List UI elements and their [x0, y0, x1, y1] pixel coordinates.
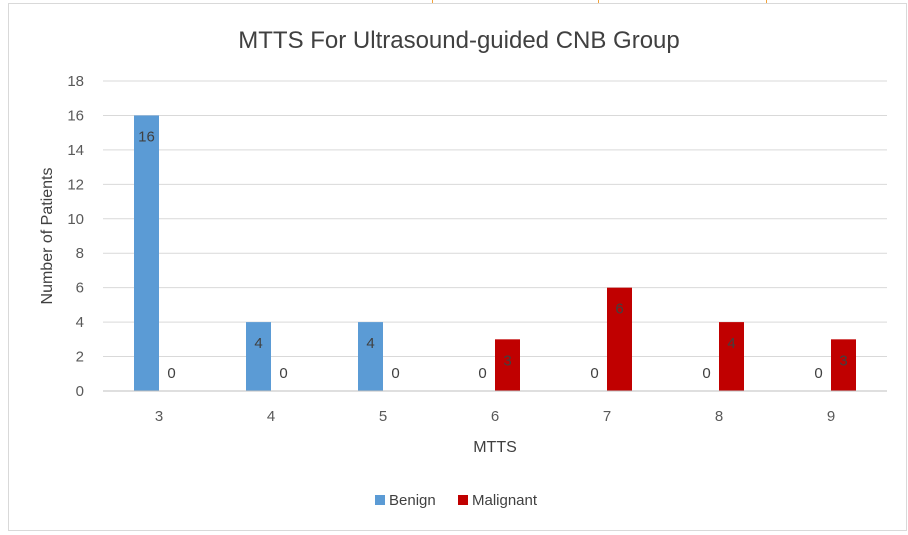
bar-benign [358, 322, 383, 391]
data-label: 0 [279, 365, 287, 382]
data-label: 0 [478, 365, 486, 382]
y-tick-label: 10 [67, 211, 84, 228]
y-tick-label: 14 [67, 142, 84, 159]
data-label: 6 [615, 301, 623, 318]
y-tick-label: 16 [67, 107, 84, 124]
y-tick-label: 2 [76, 349, 84, 366]
gridlines [103, 80, 887, 358]
y-tick-label: 4 [76, 314, 84, 331]
accent-tick-3 [766, 0, 767, 4]
accent-tick-2 [598, 0, 599, 4]
y-tick-label: 8 [76, 245, 84, 262]
data-label: 0 [590, 365, 598, 382]
chart-title: MTTS For Ultrasound-guided CNB Group [238, 27, 680, 54]
bar-malignant [831, 339, 856, 391]
y-tick-label: 18 [67, 73, 84, 90]
bar-benign [134, 115, 159, 391]
data-label: 4 [727, 335, 735, 352]
x-tick-label: 6 [491, 408, 499, 425]
y-tick-label: 6 [76, 280, 84, 297]
bar-malignant [719, 322, 744, 391]
data-label: 16 [138, 128, 155, 145]
data-label: 0 [814, 365, 822, 382]
bar-malignant [607, 287, 632, 391]
data-label: 0 [702, 365, 710, 382]
legend-swatch-malignant [458, 495, 468, 505]
x-axis-ticks: 3 4 5 6 7 8 9 [155, 408, 835, 425]
y-axis-ticks: 0 2 4 6 8 10 12 14 16 18 [67, 73, 84, 400]
accent-tick-1 [432, 0, 433, 4]
x-tick-label: 4 [267, 408, 275, 425]
x-axis-label: MTTS [473, 439, 517, 456]
x-tick-label: 7 [603, 408, 611, 425]
x-tick-label: 9 [827, 408, 835, 425]
y-axis-label: Number of Patients [39, 168, 56, 305]
bar-malignant [495, 339, 520, 391]
data-label: 4 [254, 335, 262, 352]
data-label: 3 [839, 352, 847, 369]
y-tick-label: 12 [67, 176, 84, 193]
legend: Benign Malignant [375, 492, 538, 509]
legend-label-malignant: Malignant [472, 492, 538, 509]
x-tick-label: 5 [379, 408, 387, 425]
x-tick-label: 3 [155, 408, 163, 425]
legend-label-benign: Benign [389, 492, 436, 509]
y-tick-label: 0 [76, 383, 84, 400]
bar-benign [246, 322, 271, 391]
bars [134, 115, 856, 391]
legend-swatch-benign [375, 495, 385, 505]
data-label: 3 [503, 352, 511, 369]
data-label: 0 [391, 365, 399, 382]
data-label: 4 [366, 335, 374, 352]
x-tick-label: 8 [715, 408, 723, 425]
data-label: 0 [167, 365, 175, 382]
